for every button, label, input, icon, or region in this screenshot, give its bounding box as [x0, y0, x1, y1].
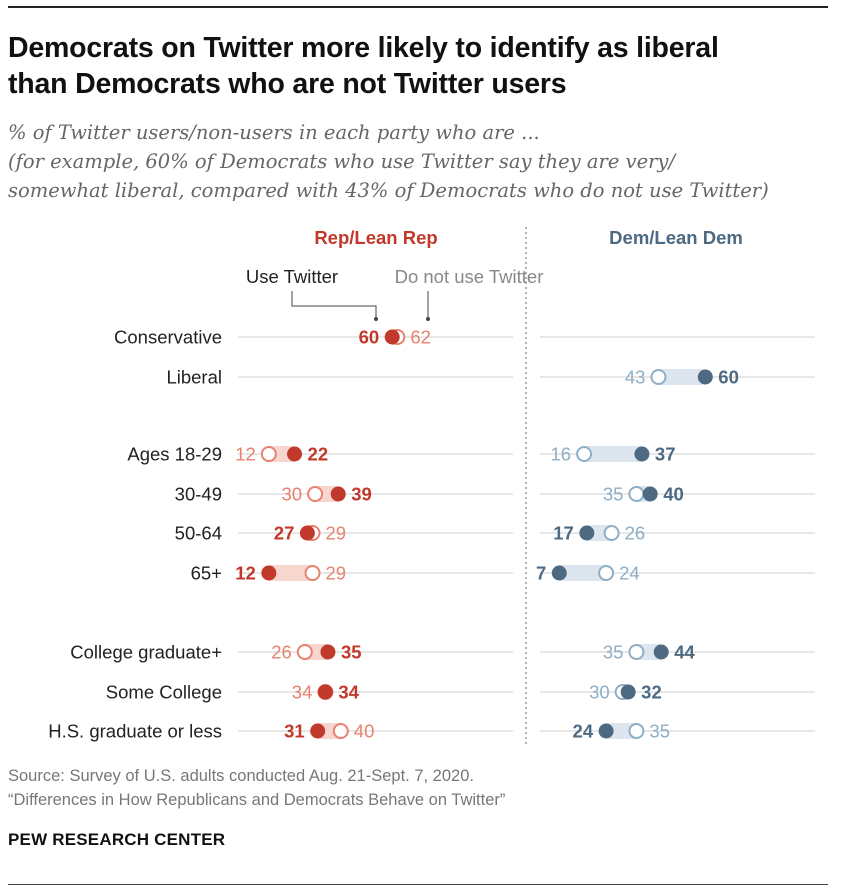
dot-use-rep — [330, 486, 346, 502]
subtitle-line-2: (for example, 60% of Democrats who use T… — [8, 150, 676, 173]
row-label: Liberal — [166, 367, 222, 388]
value-label-dem: 24 — [573, 721, 594, 742]
value-label-rep: 34 — [292, 682, 313, 703]
dot-use-dem — [598, 723, 614, 739]
dot-use-rep — [320, 644, 336, 660]
dot-not-use-dem — [598, 565, 615, 581]
value-label-rep: 12 — [235, 563, 256, 584]
value-label-dem: 7 — [536, 563, 546, 584]
range-band-dem — [658, 369, 706, 385]
value-label-rep: 34 — [338, 682, 359, 703]
subtitle-line-3: somewhat liberal, compared with 43% of D… — [8, 179, 769, 202]
value-label-rep: 29 — [326, 563, 347, 584]
dot-use-rep — [384, 329, 400, 345]
dot-not-use-dem — [628, 644, 645, 660]
value-label-dem: 35 — [649, 721, 670, 742]
dot-not-use-dem — [576, 446, 593, 462]
value-label-dem: 35 — [603, 642, 624, 663]
value-label-dem: 17 — [553, 523, 574, 544]
source-note: Source: Survey of U.S. adults conducted … — [8, 764, 505, 812]
row-label: 30-49 — [175, 484, 222, 505]
value-label-dem: 40 — [663, 484, 684, 505]
dot-use-dem — [697, 369, 713, 385]
bottom-rule — [8, 884, 828, 885]
row-label: 65+ — [191, 563, 222, 584]
value-label-dem: 35 — [603, 484, 624, 505]
legend-leader-use — [291, 291, 377, 319]
row-label: 50-64 — [175, 523, 222, 544]
dot-not-use-dem — [650, 369, 667, 385]
top-rule — [8, 6, 828, 8]
row-label: College graduate+ — [70, 642, 222, 663]
value-label-rep: 29 — [326, 523, 347, 544]
value-label-dem: 44 — [674, 642, 695, 663]
value-label-dem: 24 — [619, 563, 640, 584]
dot-use-rep — [287, 446, 303, 462]
dot-use-dem — [620, 684, 636, 700]
chart-subtitle: % of Twitter users/non-users in each par… — [8, 118, 848, 205]
value-label-rep: 40 — [354, 721, 375, 742]
brand-logo-text: PEW RESEARCH CENTER — [8, 830, 226, 849]
legend-leader-dot-not-use — [426, 317, 430, 321]
value-label-dem: 60 — [718, 367, 739, 388]
row-label: Some College — [106, 682, 222, 703]
dot-not-use-rep — [332, 723, 349, 739]
value-label-dem: 26 — [625, 523, 646, 544]
dot-use-rep — [299, 525, 315, 541]
chart-title: Democrats on Twitter more likely to iden… — [8, 30, 838, 102]
dot-not-use-rep — [307, 486, 324, 502]
value-label-dem: 37 — [655, 444, 676, 465]
value-label-rep: 30 — [282, 484, 303, 505]
dot-use-dem — [642, 486, 658, 502]
dot-use-dem — [634, 446, 650, 462]
title-line-2: than Democrats who are not Twitter users — [8, 68, 567, 100]
legend-not-use-twitter: Do not use Twitter — [395, 266, 544, 287]
subtitle-line-1: % of Twitter users/non-users in each par… — [8, 121, 540, 144]
value-label-dem: 43 — [625, 367, 646, 388]
value-label-dem: 30 — [589, 682, 610, 703]
dot-not-use-dem — [628, 723, 645, 739]
dot-not-use-rep — [296, 644, 313, 660]
dot-plot: Rep/Lean Rep Dem/Lean Dem Use Twitter Do no… — [48, 227, 815, 747]
row-label: Conservative — [114, 327, 222, 348]
value-label-rep: 22 — [308, 444, 329, 465]
title-line-1: Democrats on Twitter more likely to iden… — [8, 32, 719, 64]
value-label-dem: 16 — [551, 444, 572, 465]
dot-not-use-rep — [304, 565, 321, 581]
dot-use-dem — [551, 565, 567, 581]
panel-header-dem: Dem/Lean Dem — [609, 227, 743, 248]
panel-header-rep: Rep/Lean Rep — [314, 227, 437, 248]
row-label: Ages 18-29 — [127, 444, 222, 465]
range-band-dem — [559, 565, 607, 581]
legend-use-twitter: Use Twitter — [246, 266, 338, 287]
range-band-rep — [268, 565, 313, 581]
dot-use-dem — [579, 525, 595, 541]
value-label-rep: 39 — [351, 484, 372, 505]
value-label-rep: 60 — [359, 327, 380, 348]
dot-use-rep — [317, 684, 333, 700]
dot-not-use-dem — [603, 525, 620, 541]
value-label-dem: 32 — [641, 682, 662, 703]
value-label-rep: 62 — [410, 327, 431, 348]
value-label-rep: 35 — [341, 642, 362, 663]
range-band-dem — [584, 446, 642, 462]
source-line-1: Source: Survey of U.S. adults conducted … — [8, 767, 474, 785]
dot-use-rep — [310, 723, 326, 739]
dot-use-dem — [653, 644, 669, 660]
legend-leader-dot-use — [374, 317, 378, 321]
source-line-2: “Differences in How Republicans and Demo… — [8, 791, 506, 809]
row-label: H.S. graduate or less — [48, 721, 222, 742]
dot-not-use-dem — [628, 486, 645, 502]
value-label-rep: 27 — [274, 523, 295, 544]
value-label-rep: 26 — [271, 642, 292, 663]
value-label-rep: 12 — [235, 444, 256, 465]
range-band-dem — [606, 723, 637, 739]
dot-not-use-rep — [260, 446, 277, 462]
value-label-rep: 31 — [284, 721, 305, 742]
dot-use-rep — [261, 565, 277, 581]
